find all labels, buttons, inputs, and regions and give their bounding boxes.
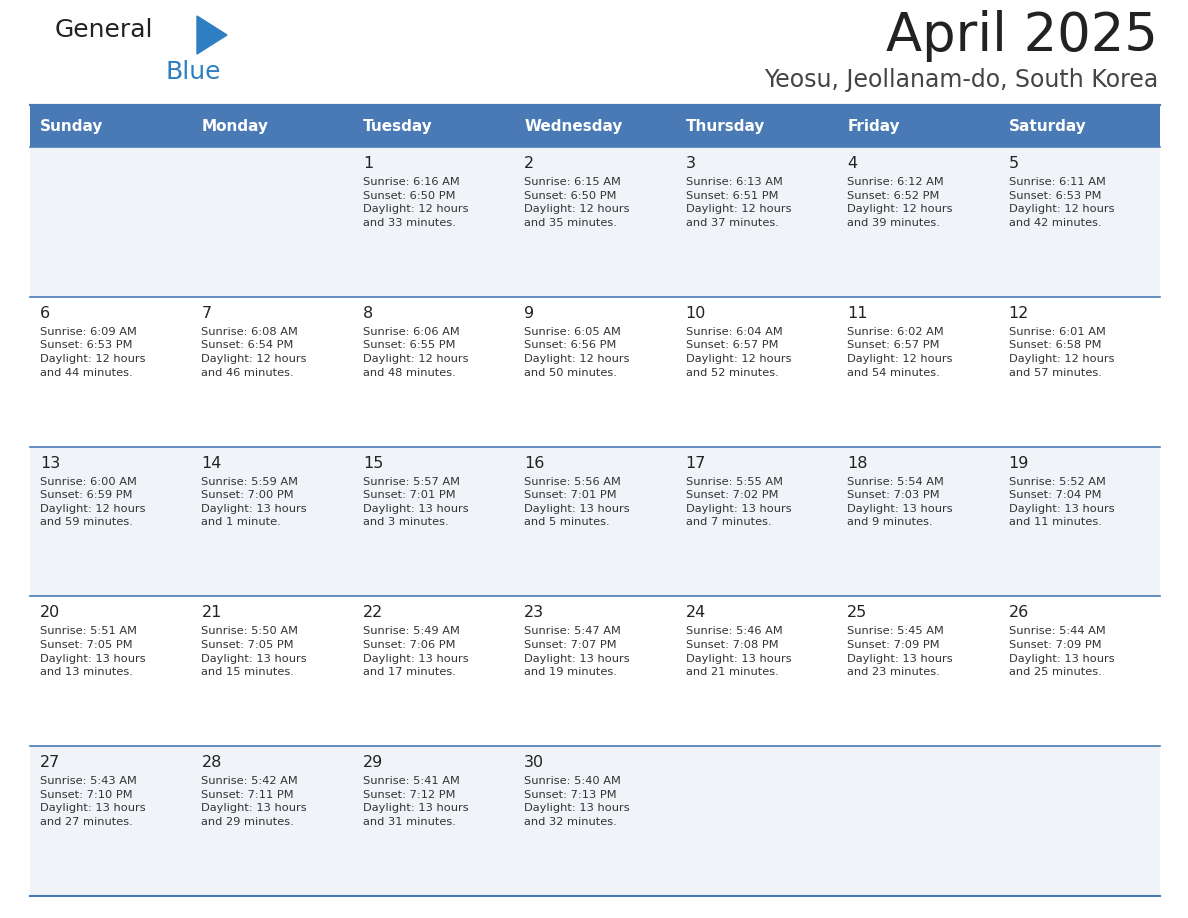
Text: Sunrise: 6:13 AM
Sunset: 6:51 PM
Daylight: 12 hours
and 37 minutes.: Sunrise: 6:13 AM Sunset: 6:51 PM Dayligh… <box>685 177 791 228</box>
Text: Sunrise: 6:05 AM
Sunset: 6:56 PM
Daylight: 12 hours
and 50 minutes.: Sunrise: 6:05 AM Sunset: 6:56 PM Dayligh… <box>524 327 630 377</box>
Text: 29: 29 <box>362 756 383 770</box>
Text: Tuesday: Tuesday <box>362 118 432 133</box>
Text: Sunrise: 5:47 AM
Sunset: 7:07 PM
Daylight: 13 hours
and 19 minutes.: Sunrise: 5:47 AM Sunset: 7:07 PM Dayligh… <box>524 626 630 677</box>
Text: Sunrise: 6:02 AM
Sunset: 6:57 PM
Daylight: 12 hours
and 54 minutes.: Sunrise: 6:02 AM Sunset: 6:57 PM Dayligh… <box>847 327 953 377</box>
Text: 1: 1 <box>362 156 373 171</box>
Text: Sunrise: 5:59 AM
Sunset: 7:00 PM
Daylight: 13 hours
and 1 minute.: Sunrise: 5:59 AM Sunset: 7:00 PM Dayligh… <box>202 476 307 528</box>
Text: 17: 17 <box>685 455 706 471</box>
Text: 13: 13 <box>40 455 61 471</box>
Text: Sunrise: 5:50 AM
Sunset: 7:05 PM
Daylight: 13 hours
and 15 minutes.: Sunrise: 5:50 AM Sunset: 7:05 PM Dayligh… <box>202 626 307 677</box>
Text: 8: 8 <box>362 306 373 320</box>
Text: Saturday: Saturday <box>1009 118 1086 133</box>
Text: Sunrise: 5:41 AM
Sunset: 7:12 PM
Daylight: 13 hours
and 31 minutes.: Sunrise: 5:41 AM Sunset: 7:12 PM Dayligh… <box>362 777 468 827</box>
Text: Sunrise: 6:11 AM
Sunset: 6:53 PM
Daylight: 12 hours
and 42 minutes.: Sunrise: 6:11 AM Sunset: 6:53 PM Dayligh… <box>1009 177 1114 228</box>
Bar <box>838 105 999 147</box>
Text: 12: 12 <box>1009 306 1029 320</box>
Text: 18: 18 <box>847 455 867 471</box>
Text: 26: 26 <box>1009 605 1029 621</box>
Text: 2: 2 <box>524 156 535 171</box>
Polygon shape <box>197 16 227 54</box>
Text: 20: 20 <box>40 605 61 621</box>
Bar <box>353 105 514 147</box>
Text: 28: 28 <box>202 756 222 770</box>
Bar <box>191 105 353 147</box>
Text: Monday: Monday <box>202 118 268 133</box>
Text: 16: 16 <box>524 455 544 471</box>
Text: 11: 11 <box>847 306 867 320</box>
Text: Sunrise: 6:16 AM
Sunset: 6:50 PM
Daylight: 12 hours
and 33 minutes.: Sunrise: 6:16 AM Sunset: 6:50 PM Dayligh… <box>362 177 468 228</box>
Text: Wednesday: Wednesday <box>524 118 623 133</box>
Bar <box>514 105 676 147</box>
Text: Sunrise: 5:54 AM
Sunset: 7:03 PM
Daylight: 13 hours
and 9 minutes.: Sunrise: 5:54 AM Sunset: 7:03 PM Dayligh… <box>847 476 953 528</box>
Text: 23: 23 <box>524 605 544 621</box>
Text: Sunrise: 6:08 AM
Sunset: 6:54 PM
Daylight: 12 hours
and 46 minutes.: Sunrise: 6:08 AM Sunset: 6:54 PM Dayligh… <box>202 327 307 377</box>
Text: 14: 14 <box>202 455 222 471</box>
Text: Yeosu, Jeollanam-do, South Korea: Yeosu, Jeollanam-do, South Korea <box>764 68 1158 92</box>
Bar <box>30 597 1159 746</box>
Text: Sunrise: 5:46 AM
Sunset: 7:08 PM
Daylight: 13 hours
and 21 minutes.: Sunrise: 5:46 AM Sunset: 7:08 PM Dayligh… <box>685 626 791 677</box>
Text: Sunrise: 5:52 AM
Sunset: 7:04 PM
Daylight: 13 hours
and 11 minutes.: Sunrise: 5:52 AM Sunset: 7:04 PM Dayligh… <box>1009 476 1114 528</box>
Text: 5: 5 <box>1009 156 1018 171</box>
Text: Sunrise: 6:04 AM
Sunset: 6:57 PM
Daylight: 12 hours
and 52 minutes.: Sunrise: 6:04 AM Sunset: 6:57 PM Dayligh… <box>685 327 791 377</box>
Text: Sunrise: 6:06 AM
Sunset: 6:55 PM
Daylight: 12 hours
and 48 minutes.: Sunrise: 6:06 AM Sunset: 6:55 PM Dayligh… <box>362 327 468 377</box>
Bar <box>30 105 191 147</box>
Text: Friday: Friday <box>847 118 899 133</box>
Text: 15: 15 <box>362 455 384 471</box>
Text: Sunrise: 5:44 AM
Sunset: 7:09 PM
Daylight: 13 hours
and 25 minutes.: Sunrise: 5:44 AM Sunset: 7:09 PM Dayligh… <box>1009 626 1114 677</box>
Text: 19: 19 <box>1009 455 1029 471</box>
Text: Sunrise: 5:45 AM
Sunset: 7:09 PM
Daylight: 13 hours
and 23 minutes.: Sunrise: 5:45 AM Sunset: 7:09 PM Dayligh… <box>847 626 953 677</box>
Text: Blue: Blue <box>165 60 221 84</box>
Text: 27: 27 <box>40 756 61 770</box>
Text: Sunrise: 5:51 AM
Sunset: 7:05 PM
Daylight: 13 hours
and 13 minutes.: Sunrise: 5:51 AM Sunset: 7:05 PM Dayligh… <box>40 626 146 677</box>
Text: Thursday: Thursday <box>685 118 765 133</box>
Bar <box>676 105 838 147</box>
Text: 21: 21 <box>202 605 222 621</box>
Text: Sunrise: 5:40 AM
Sunset: 7:13 PM
Daylight: 13 hours
and 32 minutes.: Sunrise: 5:40 AM Sunset: 7:13 PM Dayligh… <box>524 777 630 827</box>
Text: 10: 10 <box>685 306 706 320</box>
Text: 30: 30 <box>524 756 544 770</box>
Text: Sunrise: 5:49 AM
Sunset: 7:06 PM
Daylight: 13 hours
and 17 minutes.: Sunrise: 5:49 AM Sunset: 7:06 PM Dayligh… <box>362 626 468 677</box>
Text: 25: 25 <box>847 605 867 621</box>
Text: 4: 4 <box>847 156 858 171</box>
Bar <box>30 297 1159 446</box>
Bar <box>30 147 1159 297</box>
Text: 22: 22 <box>362 605 383 621</box>
Bar <box>30 746 1159 896</box>
Text: 3: 3 <box>685 156 696 171</box>
Text: Sunrise: 5:55 AM
Sunset: 7:02 PM
Daylight: 13 hours
and 7 minutes.: Sunrise: 5:55 AM Sunset: 7:02 PM Dayligh… <box>685 476 791 528</box>
Text: 7: 7 <box>202 306 211 320</box>
Text: Sunrise: 5:56 AM
Sunset: 7:01 PM
Daylight: 13 hours
and 5 minutes.: Sunrise: 5:56 AM Sunset: 7:01 PM Dayligh… <box>524 476 630 528</box>
Text: Sunday: Sunday <box>40 118 103 133</box>
Bar <box>999 105 1159 147</box>
Text: 9: 9 <box>524 306 535 320</box>
Text: Sunrise: 6:12 AM
Sunset: 6:52 PM
Daylight: 12 hours
and 39 minutes.: Sunrise: 6:12 AM Sunset: 6:52 PM Dayligh… <box>847 177 953 228</box>
Text: Sunrise: 5:43 AM
Sunset: 7:10 PM
Daylight: 13 hours
and 27 minutes.: Sunrise: 5:43 AM Sunset: 7:10 PM Dayligh… <box>40 777 146 827</box>
Text: Sunrise: 6:09 AM
Sunset: 6:53 PM
Daylight: 12 hours
and 44 minutes.: Sunrise: 6:09 AM Sunset: 6:53 PM Dayligh… <box>40 327 145 377</box>
Text: General: General <box>55 18 153 42</box>
Text: Sunrise: 5:57 AM
Sunset: 7:01 PM
Daylight: 13 hours
and 3 minutes.: Sunrise: 5:57 AM Sunset: 7:01 PM Dayligh… <box>362 476 468 528</box>
Text: Sunrise: 6:01 AM
Sunset: 6:58 PM
Daylight: 12 hours
and 57 minutes.: Sunrise: 6:01 AM Sunset: 6:58 PM Dayligh… <box>1009 327 1114 377</box>
Bar <box>30 446 1159 597</box>
Text: Sunrise: 6:00 AM
Sunset: 6:59 PM
Daylight: 12 hours
and 59 minutes.: Sunrise: 6:00 AM Sunset: 6:59 PM Dayligh… <box>40 476 145 528</box>
Text: Sunrise: 6:15 AM
Sunset: 6:50 PM
Daylight: 12 hours
and 35 minutes.: Sunrise: 6:15 AM Sunset: 6:50 PM Dayligh… <box>524 177 630 228</box>
Text: 6: 6 <box>40 306 50 320</box>
Text: 24: 24 <box>685 605 706 621</box>
Text: Sunrise: 5:42 AM
Sunset: 7:11 PM
Daylight: 13 hours
and 29 minutes.: Sunrise: 5:42 AM Sunset: 7:11 PM Dayligh… <box>202 777 307 827</box>
Text: April 2025: April 2025 <box>886 10 1158 62</box>
